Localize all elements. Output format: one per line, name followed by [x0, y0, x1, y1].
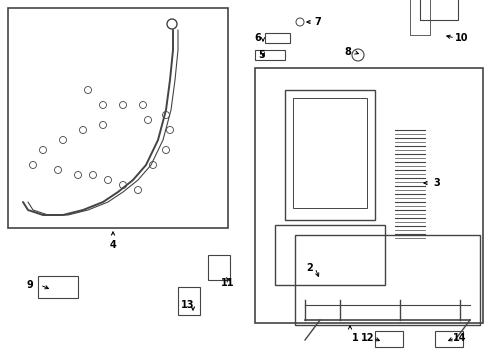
Text: 2: 2 [307, 263, 314, 273]
Bar [255, 50, 285, 60]
Bar [293, 98, 367, 208]
Text: 10: 10 [455, 33, 469, 43]
Text: 1: 1 [352, 333, 358, 343]
Text: 6: 6 [255, 33, 261, 43]
Bar [375, 331, 403, 347]
Text: 8: 8 [344, 47, 351, 57]
Bar [435, 331, 463, 347]
Bar [420, 0, 458, 20]
Bar [255, 68, 483, 323]
Text: 14: 14 [453, 333, 467, 343]
Bar [410, 0, 430, 35]
Bar [208, 255, 230, 280]
Bar [295, 235, 480, 325]
Bar [265, 33, 290, 43]
Text: 9: 9 [26, 280, 33, 290]
Text: 13: 13 [181, 300, 195, 310]
Bar [285, 90, 375, 220]
Text: 12: 12 [361, 333, 375, 343]
Bar [275, 225, 385, 285]
Text: 3: 3 [434, 178, 441, 188]
Bar [178, 287, 200, 315]
Text: 11: 11 [221, 278, 235, 288]
Text: 7: 7 [315, 17, 321, 27]
Bar [8, 8, 228, 228]
Text: 5: 5 [259, 50, 266, 60]
Text: 4: 4 [110, 240, 117, 250]
Bar [38, 276, 78, 298]
